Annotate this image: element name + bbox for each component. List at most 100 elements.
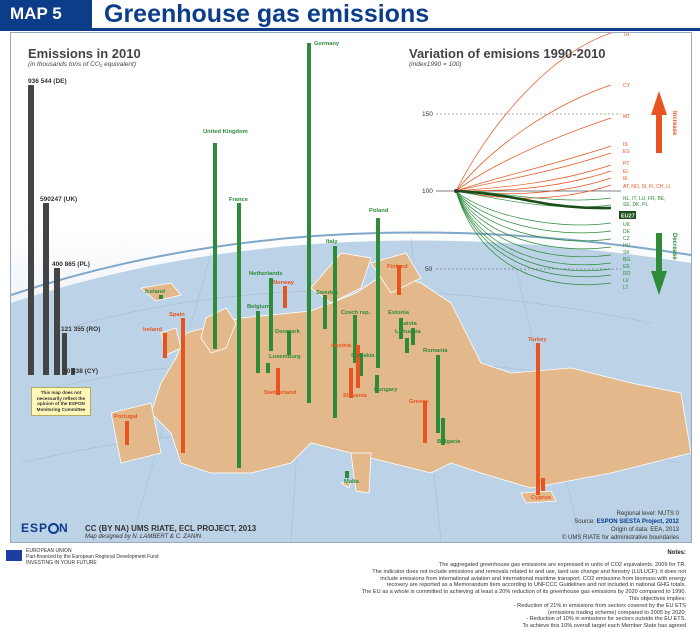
decrease-line — [455, 190, 612, 272]
decrease-code: SE, DK, PL — [623, 202, 649, 208]
increase-line — [455, 164, 612, 192]
map-number-badge: MAP 5 — [0, 0, 92, 28]
decrease-codes: NL, IT, LU, FR, BE,SE, DK, PL UKDECZHUSKB… — [623, 196, 666, 291]
decrease-code: DE — [623, 229, 631, 235]
increase-lines — [455, 33, 612, 199]
country-label: Romania — [423, 348, 448, 354]
origin-point — [454, 189, 458, 193]
country-bar — [353, 315, 357, 363]
country-label: Norway — [273, 280, 295, 286]
map-header: MAP 5 Greenhouse gas emissions — [0, 0, 700, 31]
scale-bar-pl — [54, 268, 60, 375]
variation-title: Variation of emisions 1990-2010 — [409, 46, 606, 61]
scale-bar-uk — [43, 203, 49, 375]
designer-text: Map designed by N. LAMBERT & C. ZANIN — [85, 534, 202, 540]
scale-label: 590247 (UK) — [40, 196, 77, 203]
country-bar — [125, 421, 129, 445]
country-bar — [307, 43, 311, 403]
country-label: France — [229, 197, 249, 203]
country-bar — [411, 328, 415, 345]
country-bar — [436, 355, 440, 433]
scale-labels: 936 544 (DE) 590247 (UK) 400 865 (PL) 12… — [28, 78, 100, 375]
map-canvas: 936 544 (DE) 590247 (UK) 400 865 (PL) 12… — [11, 33, 691, 542]
eu27-badge — [619, 211, 636, 219]
country-label: Slovenia — [343, 393, 368, 399]
scale-bar-ro — [62, 333, 67, 375]
scale-bar-de — [28, 85, 34, 375]
country-label: Estonia — [388, 310, 410, 316]
country-label: Portugal — [114, 414, 138, 420]
decrease-code: RO — [623, 271, 631, 277]
increase-label: Increase — [671, 111, 677, 136]
country-label: Lithuania — [395, 329, 422, 335]
increase-line — [455, 84, 612, 192]
increase-code: TR — [623, 33, 630, 38]
eu27-line — [455, 189, 612, 210]
boundaries-line: © UMS RIATE for administrative boundarie… — [561, 535, 679, 541]
country-label: Belgium — [247, 304, 270, 310]
emissions-title: Emissions in 2010 — [28, 46, 141, 61]
map-title: Greenhouse gas emissions — [104, 0, 430, 28]
decrease-code: EE — [623, 264, 630, 270]
country-label: Spain — [169, 312, 185, 318]
license-text: CC (BY NA) UMS RIATE, ECL PROJECT, 2013 — [85, 524, 257, 533]
scale-label: 121 355 (RO) — [61, 326, 100, 333]
country-bar — [536, 343, 540, 495]
country-bar — [405, 338, 409, 353]
country-label: United Kingdom — [203, 129, 248, 135]
increase-code: MT — [623, 114, 630, 120]
decrease-line — [455, 190, 612, 250]
country-bar — [287, 331, 291, 355]
country-label: Iceland — [145, 289, 165, 295]
country-bar — [323, 295, 327, 329]
decrease-code: HU — [623, 243, 631, 249]
country-label: Poland — [369, 208, 389, 214]
notes-text: The aggregated greenhouse gas emissions … — [361, 562, 686, 630]
decrease-line — [455, 190, 612, 234]
credits-block: Regional level: NUTS 0 Source: ESPON SIE… — [562, 510, 679, 542]
decrease-arrow-icon — [651, 233, 667, 295]
increase-code: IS — [623, 142, 628, 148]
increase-code: IE — [623, 176, 628, 182]
increase-code: ES — [623, 149, 630, 155]
country-labels: Germany United Kingdom France Poland Italy Ne… — [114, 41, 551, 501]
country-label: Turkey — [528, 337, 547, 343]
decrease-code: SK — [623, 250, 630, 256]
decrease-code: CZ — [623, 236, 630, 242]
increase-arrow-icon — [651, 91, 667, 153]
map-frame: 936 544 (DE) 590247 (UK) 400 865 (PL) 12… — [10, 32, 692, 543]
country-bar — [256, 311, 260, 373]
source-line: Source: ESPON SIESTA Project, 2012 — [574, 519, 679, 525]
decrease-label: Decrease — [671, 233, 677, 260]
land — [110, 252, 691, 504]
decrease-line — [455, 190, 612, 242]
country-bar — [276, 368, 280, 395]
scale-label: 400 865 (PL) — [52, 261, 90, 268]
scale-bars — [28, 85, 75, 375]
country-label: Ireland — [143, 327, 162, 333]
country-label: Latvia — [400, 321, 418, 327]
increase-code: PT — [623, 161, 629, 167]
scale-bar-cy — [71, 368, 75, 375]
country-bar — [359, 353, 363, 376]
increase-line — [455, 152, 612, 192]
country-label: Switzerland — [264, 390, 297, 396]
country-label: Bulgaria — [437, 439, 461, 445]
y-tick-50: 50 — [425, 266, 433, 273]
increase-code: CY — [623, 83, 631, 89]
country-bar — [397, 265, 401, 295]
country-label: Denmark — [275, 329, 301, 335]
footer: EUROPEAN UNION Part-financed by the Euro… — [0, 544, 700, 637]
eu-funding-text: EUROPEAN UNION Part-financed by the Euro… — [26, 548, 159, 566]
country-bar — [441, 418, 445, 445]
country-label: Malta — [344, 479, 360, 485]
country-label: Slovakia — [351, 353, 375, 359]
notes-title: Notes: — [667, 550, 686, 556]
country-bar — [237, 203, 241, 468]
regional-level: Regional level: NUTS 0 — [616, 511, 679, 517]
country-bar — [269, 278, 273, 351]
decrease-code: BG — [623, 257, 630, 263]
decrease-line — [455, 190, 612, 278]
country-label: Greece — [409, 399, 429, 405]
